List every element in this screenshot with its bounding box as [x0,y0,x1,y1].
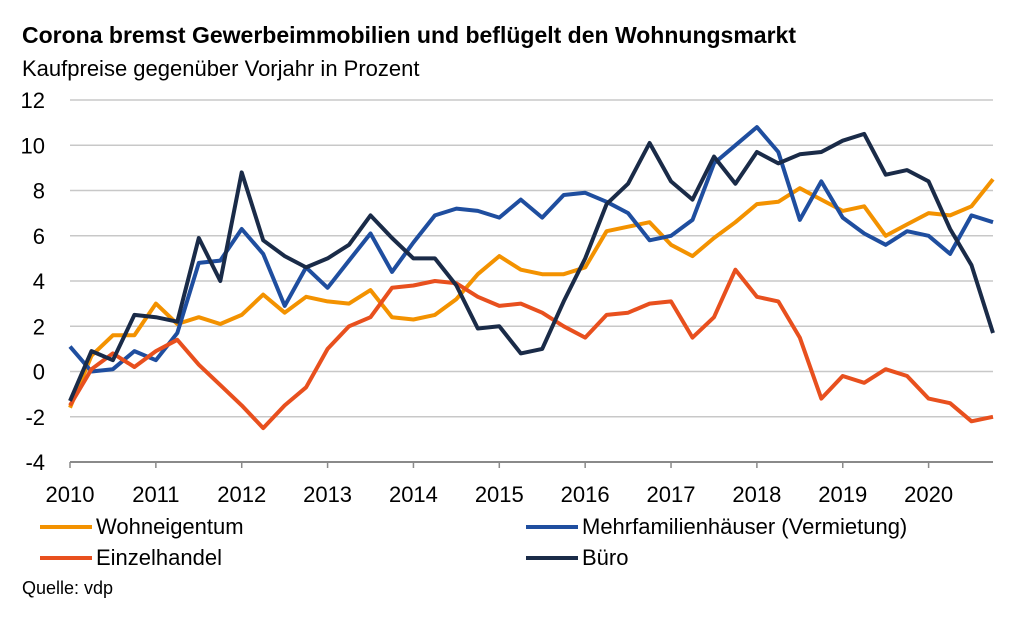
x-axis-ticks: 2010 2011 2012 2013 2014 2015 2016 2017 2018 2019… [46,462,953,507]
series-line-1 [68,125,994,374]
y-tick-label: 6 [33,224,45,249]
y-tick-label: 0 [33,360,45,385]
series-line-3 [68,131,995,402]
x-tick-label: 2018 [732,482,781,507]
y-axis-ticks: -4 -2 0 2 4 6 8 10 12 [21,88,45,475]
y-tick-label: 8 [33,179,45,204]
gridlines [70,99,993,463]
legend-swatch-mehrfamilienhaeuser [526,525,578,529]
y-tick-label: -4 [25,450,45,475]
legend-swatch-einzelhandel [40,556,92,560]
series-line-2 [68,267,994,431]
chart-title: Corona bremst Gewerbeimmobilien und befl… [22,22,796,48]
x-tick-label: 2012 [217,482,266,507]
y-tick-label: 12 [21,88,45,113]
legend-swatch-buero [526,556,578,560]
legend-label-wohneigentum: Wohneigentum [96,514,244,539]
x-tick-label: 2019 [818,482,867,507]
legend-label-buero: Büro [582,545,629,570]
series-lines [68,125,995,431]
legend-item-wohneigentum: Wohneigentum [40,514,244,540]
x-tick-label: 2016 [561,482,610,507]
y-tick-label: 2 [33,314,45,339]
x-tick-label: 2011 [132,482,179,507]
y-tick-label: 4 [33,269,45,294]
x-tick-label: 2020 [904,482,953,507]
x-tick-label: 2017 [647,482,696,507]
x-tick-label: 2010 [46,482,95,507]
legend-label-einzelhandel: Einzelhandel [96,545,222,570]
y-tick-label: -2 [25,405,45,430]
legend-label-mehrfamilienhaeuser: Mehrfamilienhäuser (Vermietung) [582,514,908,539]
x-tick-label: 2013 [303,482,352,507]
chart-subtitle: Kaufpreise gegenüber Vorjahr in Prozent [22,56,420,81]
y-tick-label: 10 [21,133,45,158]
legend-item-einzelhandel: Einzelhandel [40,545,222,571]
legend-item-buero: Büro [526,545,628,571]
x-tick-label: 2014 [389,482,438,507]
legend-swatch-wohneigentum [40,525,92,529]
legend-item-mehrfamilienhaeuser: Mehrfamilienhäuser (Vermietung) [526,514,907,540]
x-tick-label: 2015 [475,482,524,507]
source-note: Quelle: vdp [22,578,114,598]
